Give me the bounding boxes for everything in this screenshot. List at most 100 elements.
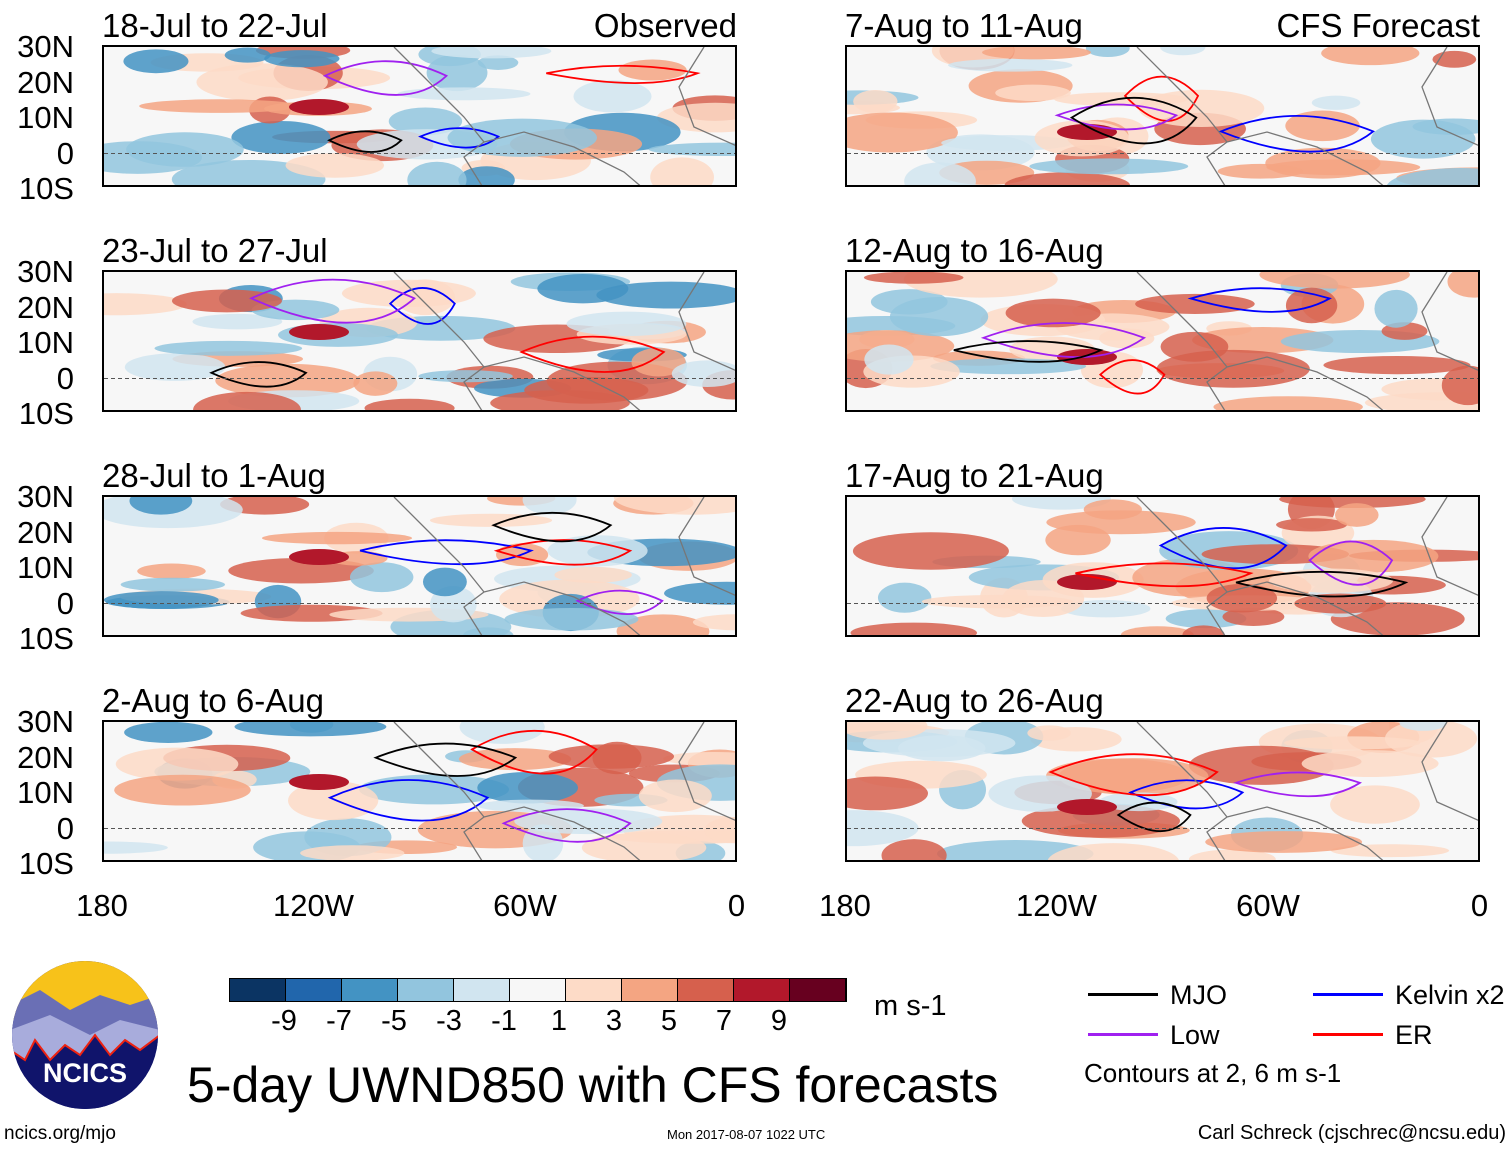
anomaly-shading: [261, 531, 413, 545]
anomaly-shading: [847, 722, 928, 740]
y-tick-label: 10N: [17, 775, 74, 810]
anomaly-shading: [1156, 349, 1310, 388]
contour-line: [1235, 570, 1409, 598]
svg-text:NCICS: NCICS: [43, 1058, 127, 1088]
anomaly-shading: [1285, 110, 1360, 142]
anomaly-shading: [1099, 328, 1155, 349]
anomaly-shading: [1021, 804, 1181, 838]
y-tick-label: 10S: [18, 396, 74, 431]
y-tick-label: 20N: [17, 514, 74, 550]
anomaly-shading: [1182, 625, 1225, 635]
anomaly-shading: [477, 55, 519, 70]
y-tick-label: 10N: [17, 100, 74, 135]
anomaly-shading: [431, 47, 552, 59]
anomaly-shading: [192, 313, 283, 330]
anomaly-shading: [1004, 172, 1131, 185]
anomaly-shading: [459, 722, 545, 744]
anomaly-shading: [618, 59, 687, 81]
anomaly-shading: [129, 497, 193, 515]
anomaly-shading: [889, 296, 989, 337]
column-label: Observed: [593, 7, 737, 44]
contour-line: [575, 589, 664, 616]
y-tick-label: 30N: [17, 479, 74, 514]
anomaly-shading: [504, 607, 639, 631]
anomaly-shading: [1279, 497, 1426, 508]
anomaly-shading: [300, 845, 405, 860]
anomaly-shading: [1005, 298, 1101, 328]
anomaly-shading: [663, 751, 735, 766]
legend-label: ER: [1395, 1020, 1433, 1050]
colorbar-units: m s-1: [874, 990, 947, 1022]
colorbar-swatch: [734, 979, 790, 1001]
anomaly-shading: [215, 363, 360, 398]
anomaly-shading: [228, 558, 374, 584]
anomaly-shading: [1370, 119, 1476, 159]
anomaly-shading: [648, 142, 735, 157]
y-tick-label: 30N: [17, 704, 74, 739]
anomaly-shading: [139, 99, 300, 113]
anomaly-shading: [1330, 785, 1420, 824]
coastline: [393, 497, 735, 635]
anomaly-shading: [349, 562, 414, 593]
contour-line: [418, 127, 501, 149]
panel-title: 28-Jul to 1-Aug: [102, 457, 326, 494]
anomaly-shading: [104, 591, 219, 609]
anomaly-shading: [447, 118, 598, 157]
legend-label: MJO: [1170, 980, 1227, 1010]
contour-line: [546, 64, 701, 84]
anomaly-shading: [1135, 293, 1255, 314]
legend-swatch: [1313, 1033, 1383, 1036]
colorbar-tick-label: 3: [605, 1005, 623, 1037]
contour-line: [980, 322, 1147, 359]
anomaly-shading: [1259, 272, 1410, 289]
anomaly-shading: [289, 774, 349, 790]
map-panel: [845, 495, 1480, 637]
anomaly-shading: [1206, 583, 1278, 613]
anomaly-shading: [638, 779, 712, 813]
anomaly-shading: [104, 293, 187, 316]
anomaly-shading: [285, 153, 385, 178]
colorbar-swatch: [454, 979, 510, 1001]
colorbar-tick-label: -9: [271, 1005, 297, 1037]
anomaly-shading: [288, 780, 379, 821]
anomaly-shading: [1308, 539, 1439, 573]
y-tick-label: 30N: [17, 29, 74, 64]
anomaly-shading: [1098, 792, 1178, 812]
anomaly-shading: [264, 50, 340, 68]
anomaly-shading: [995, 84, 1071, 102]
anomaly-shading: [1384, 722, 1478, 758]
anomaly-shading: [154, 340, 303, 356]
contour-line: [322, 60, 449, 96]
colorbar-swatch: [622, 979, 678, 1001]
contour-line: [1158, 527, 1288, 570]
anomaly-shading: [852, 532, 1009, 570]
anomaly-shading: [554, 566, 632, 584]
panel-title: 7-Aug to 11-Aug: [845, 7, 1083, 44]
anomaly-shading: [1386, 168, 1478, 185]
contour-line: [388, 286, 456, 325]
x-tick-label: 120W: [273, 888, 354, 923]
column-label: CFS Forecast: [1276, 7, 1480, 44]
anomaly-shading: [548, 744, 675, 769]
contour-line: [1069, 96, 1198, 145]
colorbar-tick-label: 1: [550, 1005, 568, 1037]
contour-line: [1098, 359, 1166, 395]
anomaly-shading: [422, 567, 467, 597]
anomaly-shading: [1027, 725, 1071, 741]
anomaly-shading: [1188, 849, 1276, 860]
anomaly-shading: [1160, 47, 1206, 56]
anomaly-shading: [1060, 600, 1151, 618]
map-panel: [845, 270, 1480, 412]
contour-line: [1308, 540, 1394, 586]
panel-title: 22-Aug to 26-Aug: [845, 682, 1104, 719]
map-panel: [102, 270, 737, 412]
colorbar-swatch: [510, 979, 566, 1001]
url-link[interactable]: ncics.org/mjo: [4, 1123, 116, 1144]
anomaly-shading: [104, 141, 202, 174]
coastline: [393, 272, 735, 410]
anomaly-shading: [671, 360, 735, 388]
y-tick-label: 0: [56, 135, 74, 171]
anomaly-shading: [1374, 289, 1418, 328]
anomaly-shading: [1057, 799, 1117, 815]
anomaly-shading: [850, 622, 978, 635]
